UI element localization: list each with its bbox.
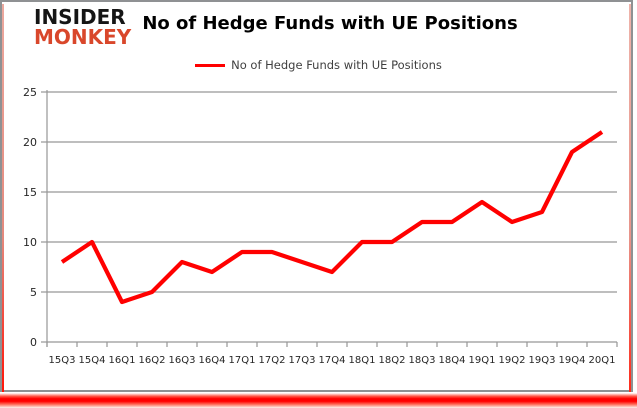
series-line [60,130,604,305]
y-axis-label: 10 [23,236,37,249]
logo-text-insider: INSIDER [34,5,126,29]
frame-glow-right [629,4,631,392]
y-axis-label: 5 [30,286,37,299]
x-axis-label: 17Q2 [259,355,286,366]
frame-glow-left [2,4,4,392]
logo-text-monkey: MONKEY [34,24,132,49]
x-axis-label: 19Q4 [559,355,586,366]
y-axis-label: 25 [23,86,37,99]
y-axis-label: 0 [30,336,37,349]
x-axis-label: 16Q3 [169,355,196,366]
legend-label: No of Hedge Funds with UE Positions [231,58,442,72]
x-axis-label: 16Q1 [109,355,136,366]
legend-line-swatch [195,63,226,67]
x-axis-label: 18Q2 [379,355,406,366]
x-axis-label: 16Q4 [199,355,226,366]
x-axis-label: 15Q4 [79,355,106,366]
x-axis-label: 18Q4 [439,355,466,366]
x-axis-label: 17Q4 [319,355,346,366]
x-axis-label: 15Q3 [49,355,76,366]
chart-frame [0,0,633,392]
x-axis-label: 20Q1 [589,355,616,366]
x-axis-label: 19Q2 [499,355,526,366]
x-axis-label: 18Q3 [409,355,436,366]
insider-monkey-logo: INSIDER MONKEY [34,5,132,49]
x-axis-label: 19Q1 [469,355,496,366]
chart-title: No of Hedge Funds with UE Positions [142,13,518,34]
x-axis-label: 17Q1 [229,355,256,366]
y-axis-label: 20 [23,136,37,149]
chart-legend: No of Hedge Funds with UE Positions [0,58,637,72]
x-axis-label: 17Q3 [289,355,316,366]
x-axis-label: 16Q2 [139,355,166,366]
y-axis-label: 15 [23,186,37,199]
frame-glow-bottom [0,393,637,408]
x-axis-label: 19Q3 [529,355,556,366]
x-axis-label: 18Q1 [349,355,376,366]
